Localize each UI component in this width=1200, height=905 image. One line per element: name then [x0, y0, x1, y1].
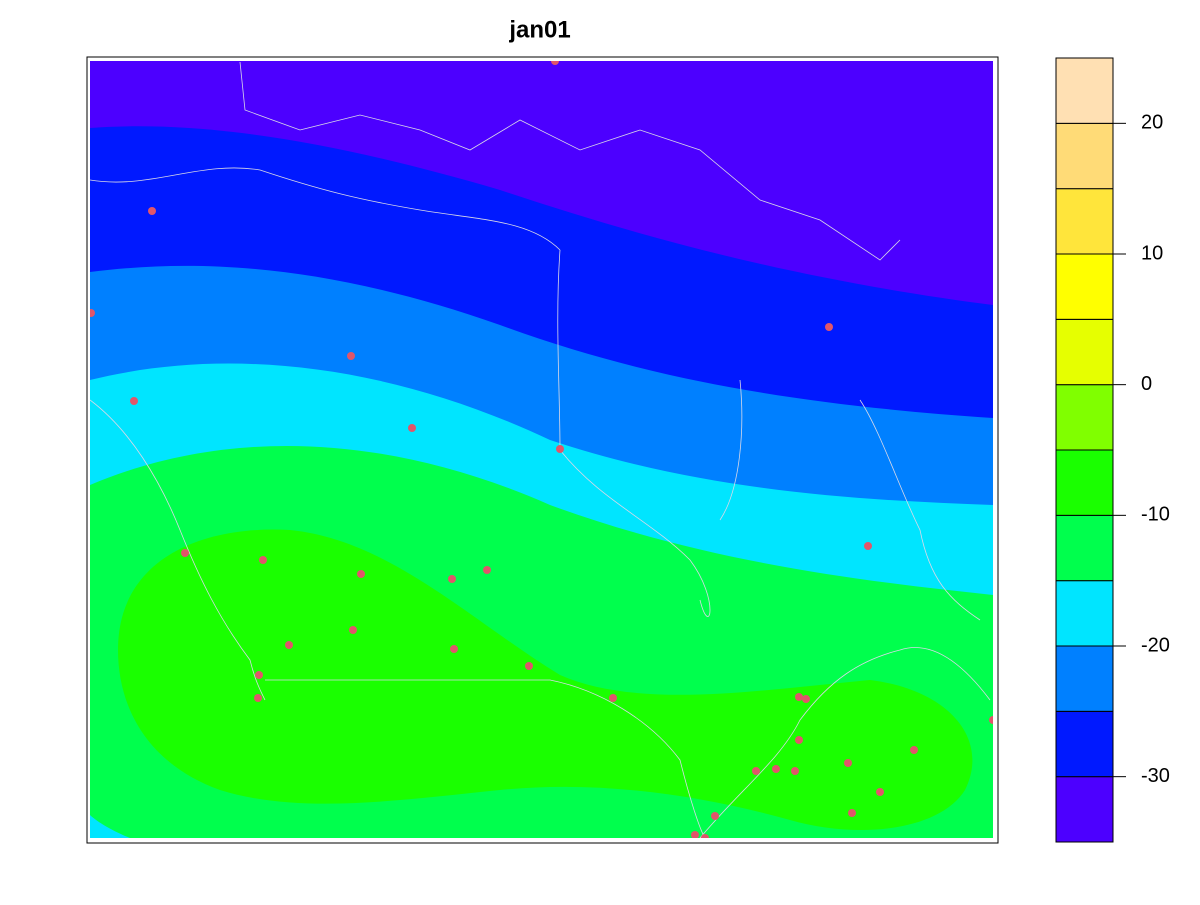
tick-label: 20: [1141, 112, 1163, 134]
colorbar-segment: [1055, 449, 1114, 516]
map-frame: [86, 56, 999, 844]
colorbar: -30 -20 -10 0 10 20: [1055, 57, 1170, 843]
colorbar-segment: [1055, 645, 1114, 712]
stations: [90, 61, 993, 838]
colorbar-segment: [1055, 57, 1114, 124]
colorbar-segment: [1055, 384, 1114, 451]
colorbar-segment: [1055, 710, 1114, 778]
colorbar-segment: [1055, 318, 1114, 386]
tick-label: -30: [1141, 765, 1170, 787]
colorbar-segment: [1055, 776, 1114, 843]
tick-label: 10: [1141, 242, 1163, 264]
tick-label: -10: [1141, 504, 1170, 526]
colorbar-segment: [1055, 188, 1114, 255]
colorbar-segment: [1055, 122, 1114, 190]
tick-label: 0: [1141, 373, 1152, 395]
tick-label: -20: [1141, 634, 1170, 656]
contour-map: [90, 61, 993, 838]
chart-title: jan01: [508, 16, 570, 43]
colorbar-segment: [1055, 514, 1114, 582]
colorbar-segment: [1055, 253, 1114, 320]
colorbar-segment: [1055, 580, 1114, 647]
